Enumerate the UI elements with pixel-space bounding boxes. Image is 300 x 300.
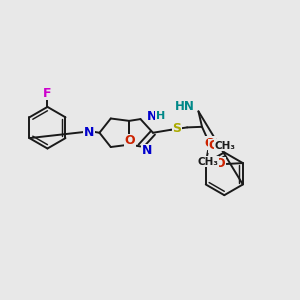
Text: N: N <box>147 110 158 123</box>
Text: O: O <box>209 139 219 152</box>
Text: F: F <box>43 87 52 100</box>
Text: O: O <box>204 137 215 150</box>
Text: HN: HN <box>175 100 195 112</box>
Text: H: H <box>156 111 165 121</box>
Text: N: N <box>84 126 94 139</box>
Text: N: N <box>142 144 152 158</box>
Text: CH₃: CH₃ <box>197 157 218 166</box>
Text: O: O <box>214 158 225 170</box>
Text: O: O <box>124 134 135 147</box>
Text: CH₃: CH₃ <box>214 141 236 151</box>
Text: S: S <box>172 122 181 135</box>
